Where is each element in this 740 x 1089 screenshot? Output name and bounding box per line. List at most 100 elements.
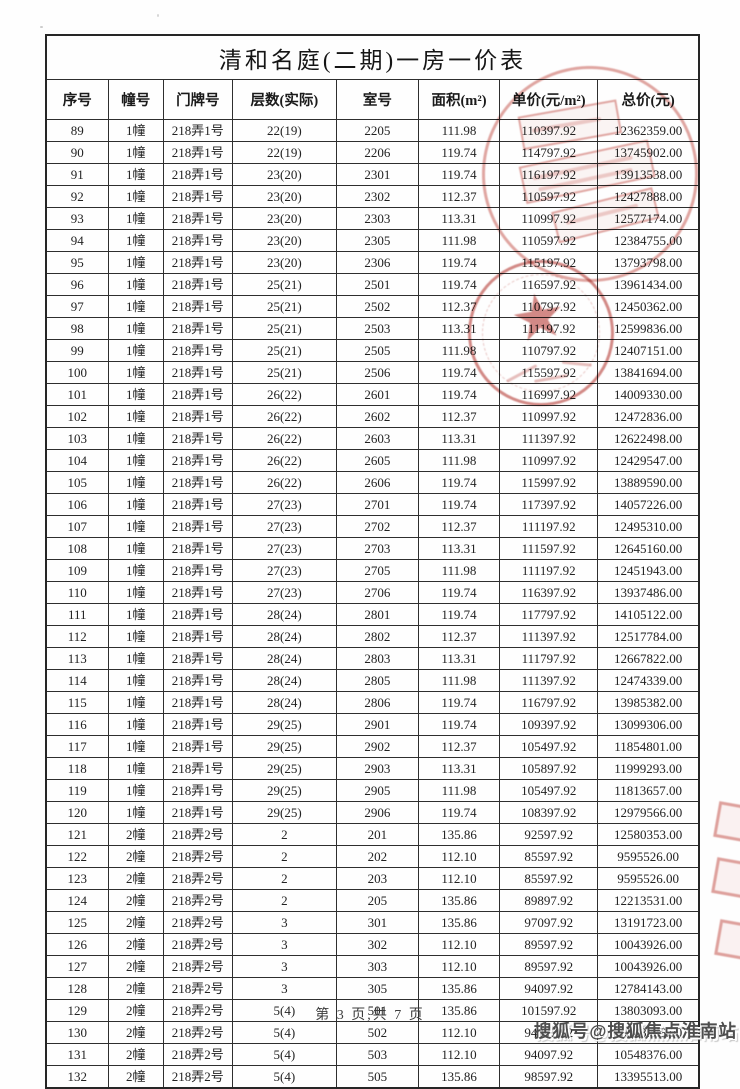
cell-building: 1幢	[107, 647, 165, 670]
cell-index: 112	[45, 625, 109, 648]
cell-index: 93	[45, 207, 109, 230]
cell-area: 111.98	[417, 559, 501, 582]
page-title: 清和名庭(二期)一房一价表	[45, 34, 700, 80]
cell-building: 1幢	[107, 185, 165, 208]
cell-index: 91	[45, 163, 109, 186]
cell-unit-price: 98597.92	[499, 1065, 599, 1089]
table-row: 99 1幢 218弄1号 25(21) 2505 111.98 110797.92 12407…	[45, 339, 700, 362]
cell-address: 218弄1号	[163, 757, 233, 780]
cell-unit-price: 116997.92	[499, 383, 599, 406]
cell-floors: 29(25)	[231, 713, 338, 736]
cell-area: 111.98	[417, 669, 501, 692]
cell-index: 98	[45, 317, 109, 340]
table-row: 112 1幢 218弄1号 28(24) 2802 112.37 111397.92 1251…	[45, 625, 700, 648]
cell-floors: 22(19)	[231, 119, 338, 142]
cell-unit-price: 110997.92	[499, 207, 599, 230]
cell-area: 112.10	[417, 1021, 501, 1044]
table-row: 125 2幢 218弄2号 3 301 135.86 97097.92 13191723.00	[45, 911, 700, 934]
cell-room: 205	[336, 889, 419, 912]
cell-index: 126	[45, 933, 109, 956]
cell-index: 90	[45, 141, 109, 164]
cell-unit-price: 110597.92	[499, 229, 599, 252]
cell-total-price: 10043926.00	[597, 955, 700, 978]
cell-floors: 25(21)	[231, 317, 338, 340]
cell-building: 1幢	[107, 295, 165, 318]
cell-address: 218弄2号	[163, 867, 233, 890]
cell-area: 112.10	[417, 867, 501, 890]
cell-floors: 27(23)	[231, 581, 338, 604]
cell-total-price: 13803093.00	[597, 999, 700, 1022]
cell-building: 1幢	[107, 229, 165, 252]
cell-building: 1幢	[107, 515, 165, 538]
table-row: 104 1幢 218弄1号 26(22) 2605 111.98 110997.92 1242…	[45, 449, 700, 472]
cell-unit-price: 105497.92	[499, 779, 599, 802]
table-row: 129 2幢 218弄2号 5(4) 501 135.86 101597.92 1380309…	[45, 999, 700, 1022]
cell-index: 114	[45, 669, 109, 692]
cell-area: 119.74	[417, 691, 501, 714]
cell-room: 2705	[336, 559, 419, 582]
table-row: 103 1幢 218弄1号 26(22) 2603 113.31 111397.92 1262…	[45, 427, 700, 450]
cell-area: 119.74	[417, 251, 501, 274]
column-header-room: 室号	[336, 79, 419, 120]
cell-total-price: 12384755.00	[597, 229, 700, 252]
cell-building: 1幢	[107, 119, 165, 142]
cell-address: 218弄1号	[163, 163, 233, 186]
cell-building: 1幢	[107, 625, 165, 648]
cell-address: 218弄1号	[163, 559, 233, 582]
cell-unit-price: 97097.92	[499, 911, 599, 934]
cell-floors: 25(21)	[231, 361, 338, 384]
cell-index: 97	[45, 295, 109, 318]
cell-area: 119.74	[417, 361, 501, 384]
cell-area: 112.10	[417, 933, 501, 956]
cell-address: 218弄1号	[163, 273, 233, 296]
cell-index: 127	[45, 955, 109, 978]
cell-area: 113.31	[417, 317, 501, 340]
cell-index: 121	[45, 823, 109, 846]
cell-floors: 29(25)	[231, 735, 338, 758]
cell-unit-price: 85597.92	[499, 867, 599, 890]
cell-unit-price: 111797.92	[499, 647, 599, 670]
cell-floors: 26(22)	[231, 449, 338, 472]
cell-address: 218弄1号	[163, 801, 233, 824]
cell-address: 218弄1号	[163, 339, 233, 362]
cell-total-price: 12599836.00	[597, 317, 700, 340]
cell-area: 119.74	[417, 713, 501, 736]
cell-area: 113.31	[417, 427, 501, 450]
cell-area: 113.31	[417, 207, 501, 230]
cell-address: 218弄2号	[163, 977, 233, 1000]
cell-index: 119	[45, 779, 109, 802]
cell-index: 109	[45, 559, 109, 582]
cell-area: 112.37	[417, 515, 501, 538]
cell-room: 2906	[336, 801, 419, 824]
table-row: 100 1幢 218弄1号 25(21) 2506 119.74 115597.92 1384…	[45, 361, 700, 384]
table-row: 120 1幢 218弄1号 29(25) 2906 119.74 108397.92 1297…	[45, 801, 700, 824]
cell-room: 505	[336, 1065, 419, 1089]
cell-total-price: 13099306.00	[597, 713, 700, 736]
cell-room: 2503	[336, 317, 419, 340]
cell-total-price: 14057226.00	[597, 493, 700, 516]
cell-total-price: 11813657.00	[597, 779, 700, 802]
cell-building: 1幢	[107, 361, 165, 384]
cell-building: 1幢	[107, 779, 165, 802]
cell-floors: 25(21)	[231, 339, 338, 362]
cell-area: 119.74	[417, 273, 501, 296]
cell-total-price: 14009330.00	[597, 383, 700, 406]
cell-unit-price: 115597.92	[499, 361, 599, 384]
table-row: 132 2幢 218弄2号 5(4) 505 135.86 98597.92 13395513…	[45, 1065, 700, 1089]
cell-address: 218弄2号	[163, 999, 233, 1022]
cell-address: 218弄2号	[163, 955, 233, 978]
cell-unit-price: 89597.92	[499, 933, 599, 956]
cell-unit-price: 111597.92	[499, 537, 599, 560]
cell-unit-price: 115197.92	[499, 251, 599, 274]
cell-index: 101	[45, 383, 109, 406]
cell-address: 218弄1号	[163, 141, 233, 164]
cell-building: 1幢	[107, 339, 165, 362]
column-header-area: 面积(m²)	[417, 79, 501, 120]
cell-address: 218弄1号	[163, 427, 233, 450]
column-header-total-price: 总价(元)	[597, 79, 700, 120]
cell-floors: 27(23)	[231, 537, 338, 560]
cell-floors: 27(23)	[231, 559, 338, 582]
cell-index: 110	[45, 581, 109, 604]
cell-building: 1幢	[107, 317, 165, 340]
cell-building: 1幢	[107, 383, 165, 406]
